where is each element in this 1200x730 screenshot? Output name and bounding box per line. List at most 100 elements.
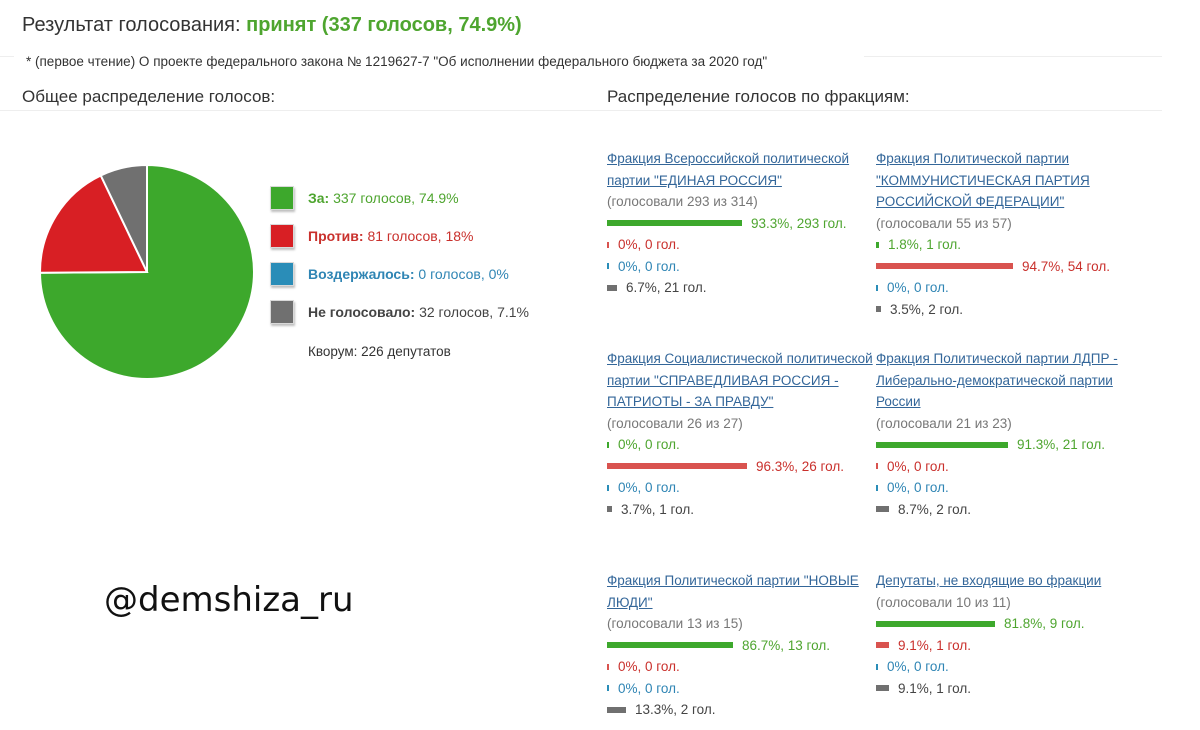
vote-text-za: 86.7%, 13 гол. xyxy=(742,637,831,653)
vote-text-za: 0%, 0 гол. xyxy=(618,437,680,452)
faction-block: Фракция Политической партии ЛДПР - Либер… xyxy=(876,348,1146,520)
vote-text-protiv: 0%, 0 гол. xyxy=(618,237,680,252)
vote-text-ne: 6.7%, 21 гол. xyxy=(626,280,707,295)
legend-text-za: За: 337 голосов, 74.9% xyxy=(308,190,459,206)
vote-bar-protiv xyxy=(607,663,609,670)
vote-row-za: 86.7%, 13 гол. xyxy=(607,635,877,657)
legend-value: 81 голосов, 18% xyxy=(363,228,474,244)
vote-row-za: 1.8%, 1 гол. xyxy=(876,234,1146,256)
vote-text-ne: 13.3%, 2 гол. xyxy=(635,702,716,717)
result-status: принят (337 голосов, 74.9%) xyxy=(246,14,522,36)
pie-slice-ne xyxy=(99,164,148,273)
legend-value: 0 голосов, 0% xyxy=(414,266,509,282)
vote-text-protiv: 9.1%, 1 гол. xyxy=(898,637,971,653)
pie-slice-za xyxy=(38,164,255,380)
legend-text-protiv: Против: 81 голосов, 18% xyxy=(308,228,473,244)
vote-bar-protiv xyxy=(876,463,878,470)
vote-row-vozderzh: 0%, 0 гол. xyxy=(607,678,877,700)
vote-text-protiv: 0%, 0 гол. xyxy=(618,659,680,674)
factions-section-title: Распределение голосов по фракциям: xyxy=(607,87,910,106)
vote-bar-vozderzh xyxy=(607,263,609,270)
vote-row-za: 93.3%, 293 гол. xyxy=(607,213,877,235)
vote-row-za: 91.3%, 21 гол. xyxy=(876,434,1146,456)
watermark: @demshiza_ru xyxy=(104,580,354,620)
vote-text-za: 91.3%, 21 гол. xyxy=(1017,437,1106,452)
vote-text-protiv: 96.3%, 26 гол. xyxy=(756,458,845,474)
vote-text-protiv: 0%, 0 гол. xyxy=(887,458,949,474)
vote-bar-za xyxy=(607,441,609,448)
legend-label: Не голосовало: xyxy=(308,304,416,320)
legend-swatch-za xyxy=(270,186,294,210)
vote-text-za: 1.8%, 1 гол. xyxy=(888,237,961,252)
faction-link[interactable]: Фракция Политической партии "НОВЫЕ ЛЮДИ" xyxy=(607,573,859,610)
title-prefix: Результат голосования: xyxy=(22,14,241,36)
vote-row-vozderzh: 0%, 0 гол. xyxy=(876,656,1146,678)
vote-bar-ne xyxy=(607,706,626,713)
vote-bar-vozderzh xyxy=(607,685,609,692)
vote-text-vozderzh: 0%, 0 гол. xyxy=(887,480,949,495)
vote-bar-ne xyxy=(607,284,617,291)
vote-bar-ne xyxy=(876,506,889,513)
section-divider xyxy=(0,110,1162,111)
vote-row-vozderzh: 0%, 0 гол. xyxy=(876,277,1146,299)
vote-pie-chart xyxy=(38,164,255,380)
faction-block: Фракция Политической партии "НОВЫЕ ЛЮДИ"… xyxy=(607,570,877,721)
vote-row-ne: 3.7%, 1 гол. xyxy=(607,499,877,521)
legend-text-ne: Не голосовало: 32 голосов, 7.1% xyxy=(308,304,529,320)
legend-swatch-protiv xyxy=(270,224,294,248)
vote-text-vozderzh: 0%, 0 гол. xyxy=(618,680,680,696)
vote-row-protiv: 94.7%, 54 гол. xyxy=(876,256,1146,278)
subtitle-background xyxy=(14,52,864,72)
vote-row-ne: 9.1%, 1 гол. xyxy=(876,678,1146,700)
vote-row-protiv: 96.3%, 26 гол. xyxy=(607,456,877,478)
vote-text-protiv: 94.7%, 54 гол. xyxy=(1022,258,1111,274)
vote-row-ne: 6.7%, 21 гол. xyxy=(607,277,877,299)
faction-voted-count: (голосовали 55 из 57) xyxy=(876,215,1012,231)
legend-text-vozderzh: Воздержалось: 0 голосов, 0% xyxy=(308,266,509,282)
vote-text-vozderzh: 0%, 0 гол. xyxy=(618,480,680,495)
faction-block: Фракция Политической партии "КОММУНИСТИЧ… xyxy=(876,148,1146,320)
vote-bar-ne xyxy=(876,685,889,692)
vote-row-za: 81.8%, 9 гол. xyxy=(876,613,1146,635)
vote-bar-protiv xyxy=(876,642,889,649)
vote-bar-vozderzh xyxy=(876,284,878,291)
page-title: Результат голосования: принят (337 голос… xyxy=(22,14,522,37)
faction-link[interactable]: Фракция Всероссийской политической парти… xyxy=(607,151,850,188)
vote-row-ne: 3.5%, 2 гол. xyxy=(876,299,1146,321)
faction-voted-count: (голосовали 293 из 314) xyxy=(607,194,758,209)
faction-block: Фракция Всероссийской политической парти… xyxy=(607,148,877,299)
legend-swatch-vozderzh xyxy=(270,262,294,286)
legend-swatch-ne xyxy=(270,300,294,324)
faction-voted-count: (голосовали 21 из 23) xyxy=(876,415,1012,431)
legend-value: 32 голосов, 7.1% xyxy=(415,304,529,320)
faction-link[interactable]: Фракция Политической партии ЛДПР - Либер… xyxy=(876,351,1118,409)
vote-text-vozderzh: 0%, 0 гол. xyxy=(887,280,949,295)
vote-text-vozderzh: 0%, 0 гол. xyxy=(618,258,680,274)
vote-bar-za xyxy=(876,441,1008,448)
overall-section-title: Общее распределение голосов: xyxy=(22,87,276,106)
faction-voted-count: (голосовали 10 из 11) xyxy=(876,594,1011,610)
faction-link[interactable]: Фракция Социалистической политической па… xyxy=(607,351,873,409)
vote-bar-protiv xyxy=(876,263,1013,270)
vote-bar-ne xyxy=(876,306,881,313)
vote-text-ne: 3.7%, 1 гол. xyxy=(621,501,694,517)
faction-voted-count: (голосовали 13 из 15) xyxy=(607,616,743,631)
vote-text-ne: 9.1%, 1 гол. xyxy=(898,680,971,696)
vote-row-vozderzh: 0%, 0 гол. xyxy=(876,477,1146,499)
vote-row-protiv: 0%, 0 гол. xyxy=(607,234,877,256)
quorum-text: Кворум: 226 депутатов xyxy=(308,344,451,359)
vote-bar-za xyxy=(876,620,995,627)
faction-block: Фракция Социалистической политической па… xyxy=(607,348,877,520)
vote-row-vozderzh: 0%, 0 гол. xyxy=(607,256,877,278)
faction-link[interactable]: Депутаты, не входящие во фракции xyxy=(876,573,1102,588)
faction-block: Депутаты, не входящие во фракции (голосов… xyxy=(876,570,1146,699)
vote-text-za: 93.3%, 293 гол. xyxy=(751,215,847,231)
vote-row-vozderzh: 0%, 0 гол. xyxy=(607,477,877,499)
faction-link[interactable]: Фракция Политической партии "КОММУНИСТИЧ… xyxy=(876,151,1090,209)
vote-bar-za xyxy=(876,241,879,248)
vote-text-ne: 3.5%, 2 гол. xyxy=(890,301,963,317)
vote-row-ne: 13.3%, 2 гол. xyxy=(607,699,877,721)
legend-label: За: xyxy=(308,190,330,206)
vote-row-protiv: 9.1%, 1 гол. xyxy=(876,635,1146,657)
legend-label: Против: xyxy=(308,228,364,244)
